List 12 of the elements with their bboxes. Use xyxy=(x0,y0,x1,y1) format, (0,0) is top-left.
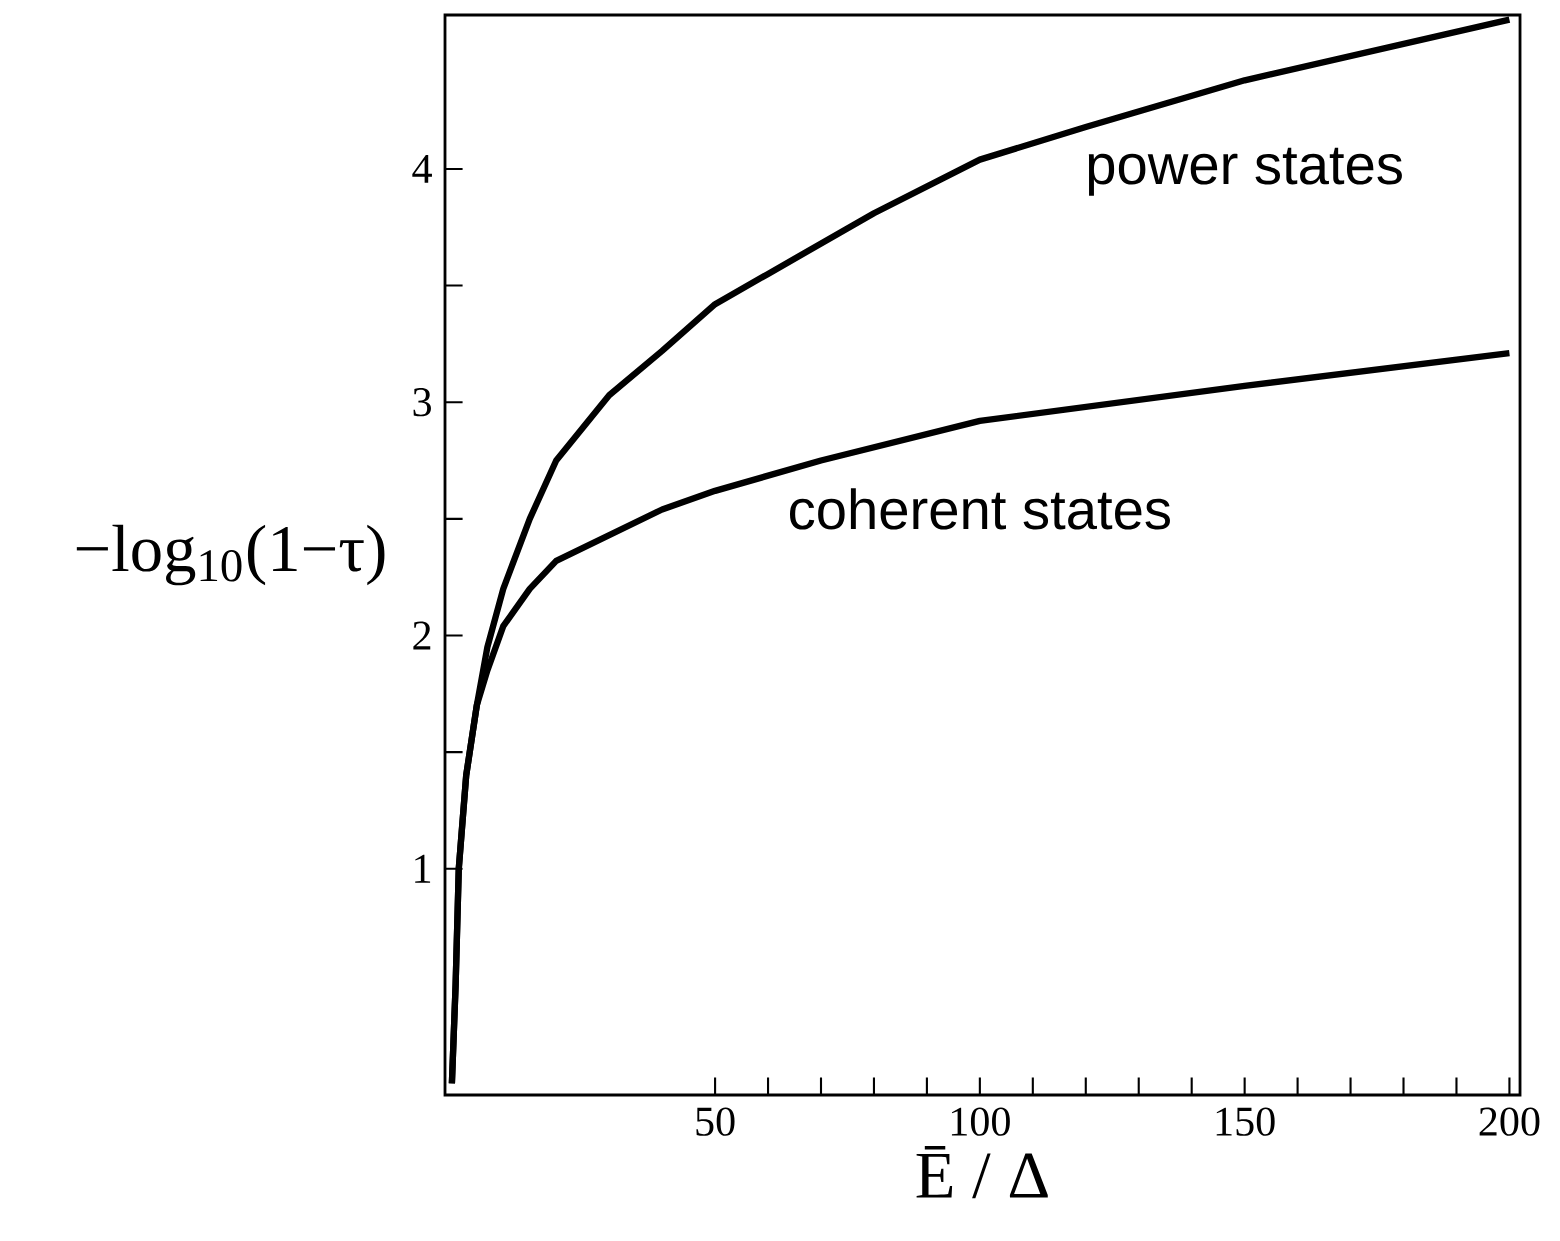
y-axis-title: −log$_{10}$(1−τ) xyxy=(76,524,385,586)
x-axis-title: Ē / Δ xyxy=(916,1146,1048,1199)
series-label: power states xyxy=(1088,147,1402,196)
x-tick-label: 150 xyxy=(1216,1107,1275,1136)
x-tick-label: 50 xyxy=(696,1107,735,1136)
x-tick-label: 100 xyxy=(951,1107,1010,1136)
y-tick-label: 2 xyxy=(413,621,431,650)
series-label: coherent states xyxy=(789,488,1170,530)
y-tick-label: 1 xyxy=(415,854,431,883)
y-tick-label: 3 xyxy=(413,388,431,417)
x-tick-label: 200 xyxy=(1479,1107,1540,1136)
y-tick-label: 4 xyxy=(412,155,432,183)
